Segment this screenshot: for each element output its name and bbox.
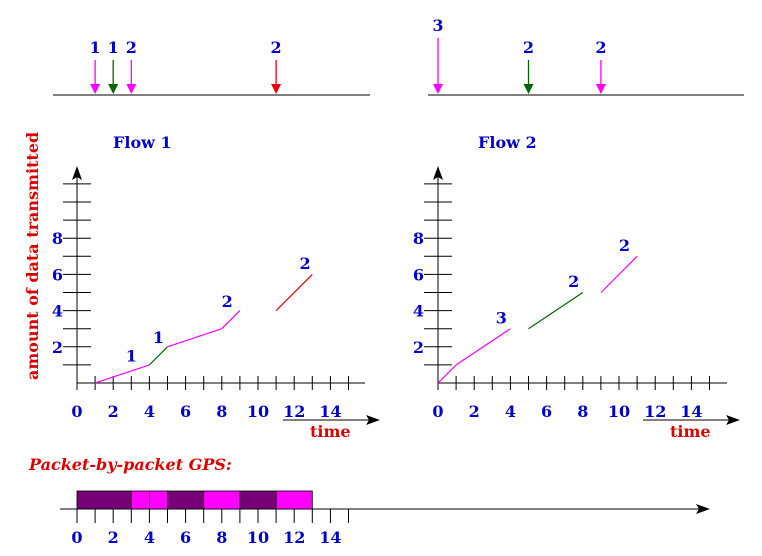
service-curve-segment [167,328,222,348]
arrival-label: 2 [523,38,534,57]
x-tick-label: 4 [505,402,516,421]
x-tick-label: 12 [283,402,305,421]
arrival-label: 2 [126,38,137,57]
y-tick-label: 8 [52,229,63,248]
arrival-arrowhead [433,84,443,94]
gps-tick-label: 4 [144,528,155,547]
packet-label: 2 [222,292,233,311]
x-tick-label: 6 [541,402,552,421]
arrival-label: 1 [108,38,119,57]
arrival-label: 1 [90,38,101,57]
flow2-chart: Flow 2 time 0 2 4 6 8 10 12 14 2 4 6 8 3 2 2 [413,133,740,441]
y-tick-label: 6 [413,265,424,284]
service-curve-segment [437,364,457,384]
y-tick-label: 2 [413,338,424,357]
packet-label: 2 [619,236,630,255]
packet-label: 1 [126,346,137,365]
x-tick-label: 14 [680,402,702,421]
x-tick-label: 6 [180,402,191,421]
service-curve-segment [455,328,511,366]
gps-schedule: Packet-by-packet GPS: 0 2 4 6 8 10 12 14 [28,455,710,547]
gps-packet-block [239,490,277,510]
gps-packet-block [167,490,205,510]
y-tick-label: 2 [52,338,63,357]
packet-label: 1 [153,328,164,347]
flow1-ylabel: amount of data transmitted [23,132,42,380]
arrival-arrowhead [108,84,119,94]
x-tick-label: 2 [108,402,119,421]
packet-label: 2 [299,254,310,273]
arrival-arrowhead [271,84,282,94]
arrival-arrowhead [90,84,101,94]
x-tick-label: 0 [71,402,82,421]
service-curve-segment [94,364,150,384]
packet-label: 2 [568,272,579,291]
flow1-title: Flow 1 [113,133,172,152]
arrival-label: 2 [595,38,606,57]
gps-packet-block [76,490,132,510]
arrival-label: 2 [271,38,282,57]
gps-tick-label: 8 [216,528,227,547]
x-tick-label: 10 [608,402,630,421]
x-tick-label: 12 [644,402,666,421]
service-curve-segment [148,346,168,366]
x-tick-label: 4 [144,402,155,421]
gps-tick-label: 2 [108,528,119,547]
flow2-title: Flow 2 [478,133,537,152]
flow2-xlabel: time [670,422,711,441]
arrival-arrowhead [595,84,606,94]
gps-tick-label: 10 [247,528,269,547]
service-curve-segment [600,255,638,293]
gps-tick-label: 14 [319,528,341,547]
arrival-label: 3 [432,16,443,35]
arrival-arrowhead [523,84,534,94]
flow1-xlabel: time [310,422,351,441]
x-tick-label: 14 [319,402,341,421]
arrival-arrowhead [126,84,137,94]
gps-title: Packet-by-packet GPS: [28,455,232,474]
top-timeline-right: 3 2 2 [428,16,744,96]
x-tick-label: 10 [247,402,269,421]
x-tick-label: 0 [432,402,443,421]
gps-packet-block [275,490,313,510]
gps-packet-block [148,490,168,510]
x-tick-label: 2 [469,402,480,421]
gps-tick-label: 0 [71,528,82,547]
service-curve-segment [221,310,241,330]
gps-packet-block [203,490,241,510]
gps-packet-block [130,490,150,510]
gps-tick-label: 12 [283,528,305,547]
y-tick-label: 4 [413,302,424,321]
flow1-chart: Flow 1 amount of data transmitted time 0… [23,132,380,441]
gps-tick-label: 6 [180,528,191,547]
service-curve-segment [528,292,584,330]
y-tick-label: 4 [52,302,63,321]
x-tick-label: 8 [216,402,227,421]
x-tick-label: 8 [577,402,588,421]
y-tick-label: 8 [413,229,424,248]
y-tick-label: 6 [52,265,63,284]
service-curve-segment [275,273,313,312]
packet-label: 3 [496,308,507,327]
